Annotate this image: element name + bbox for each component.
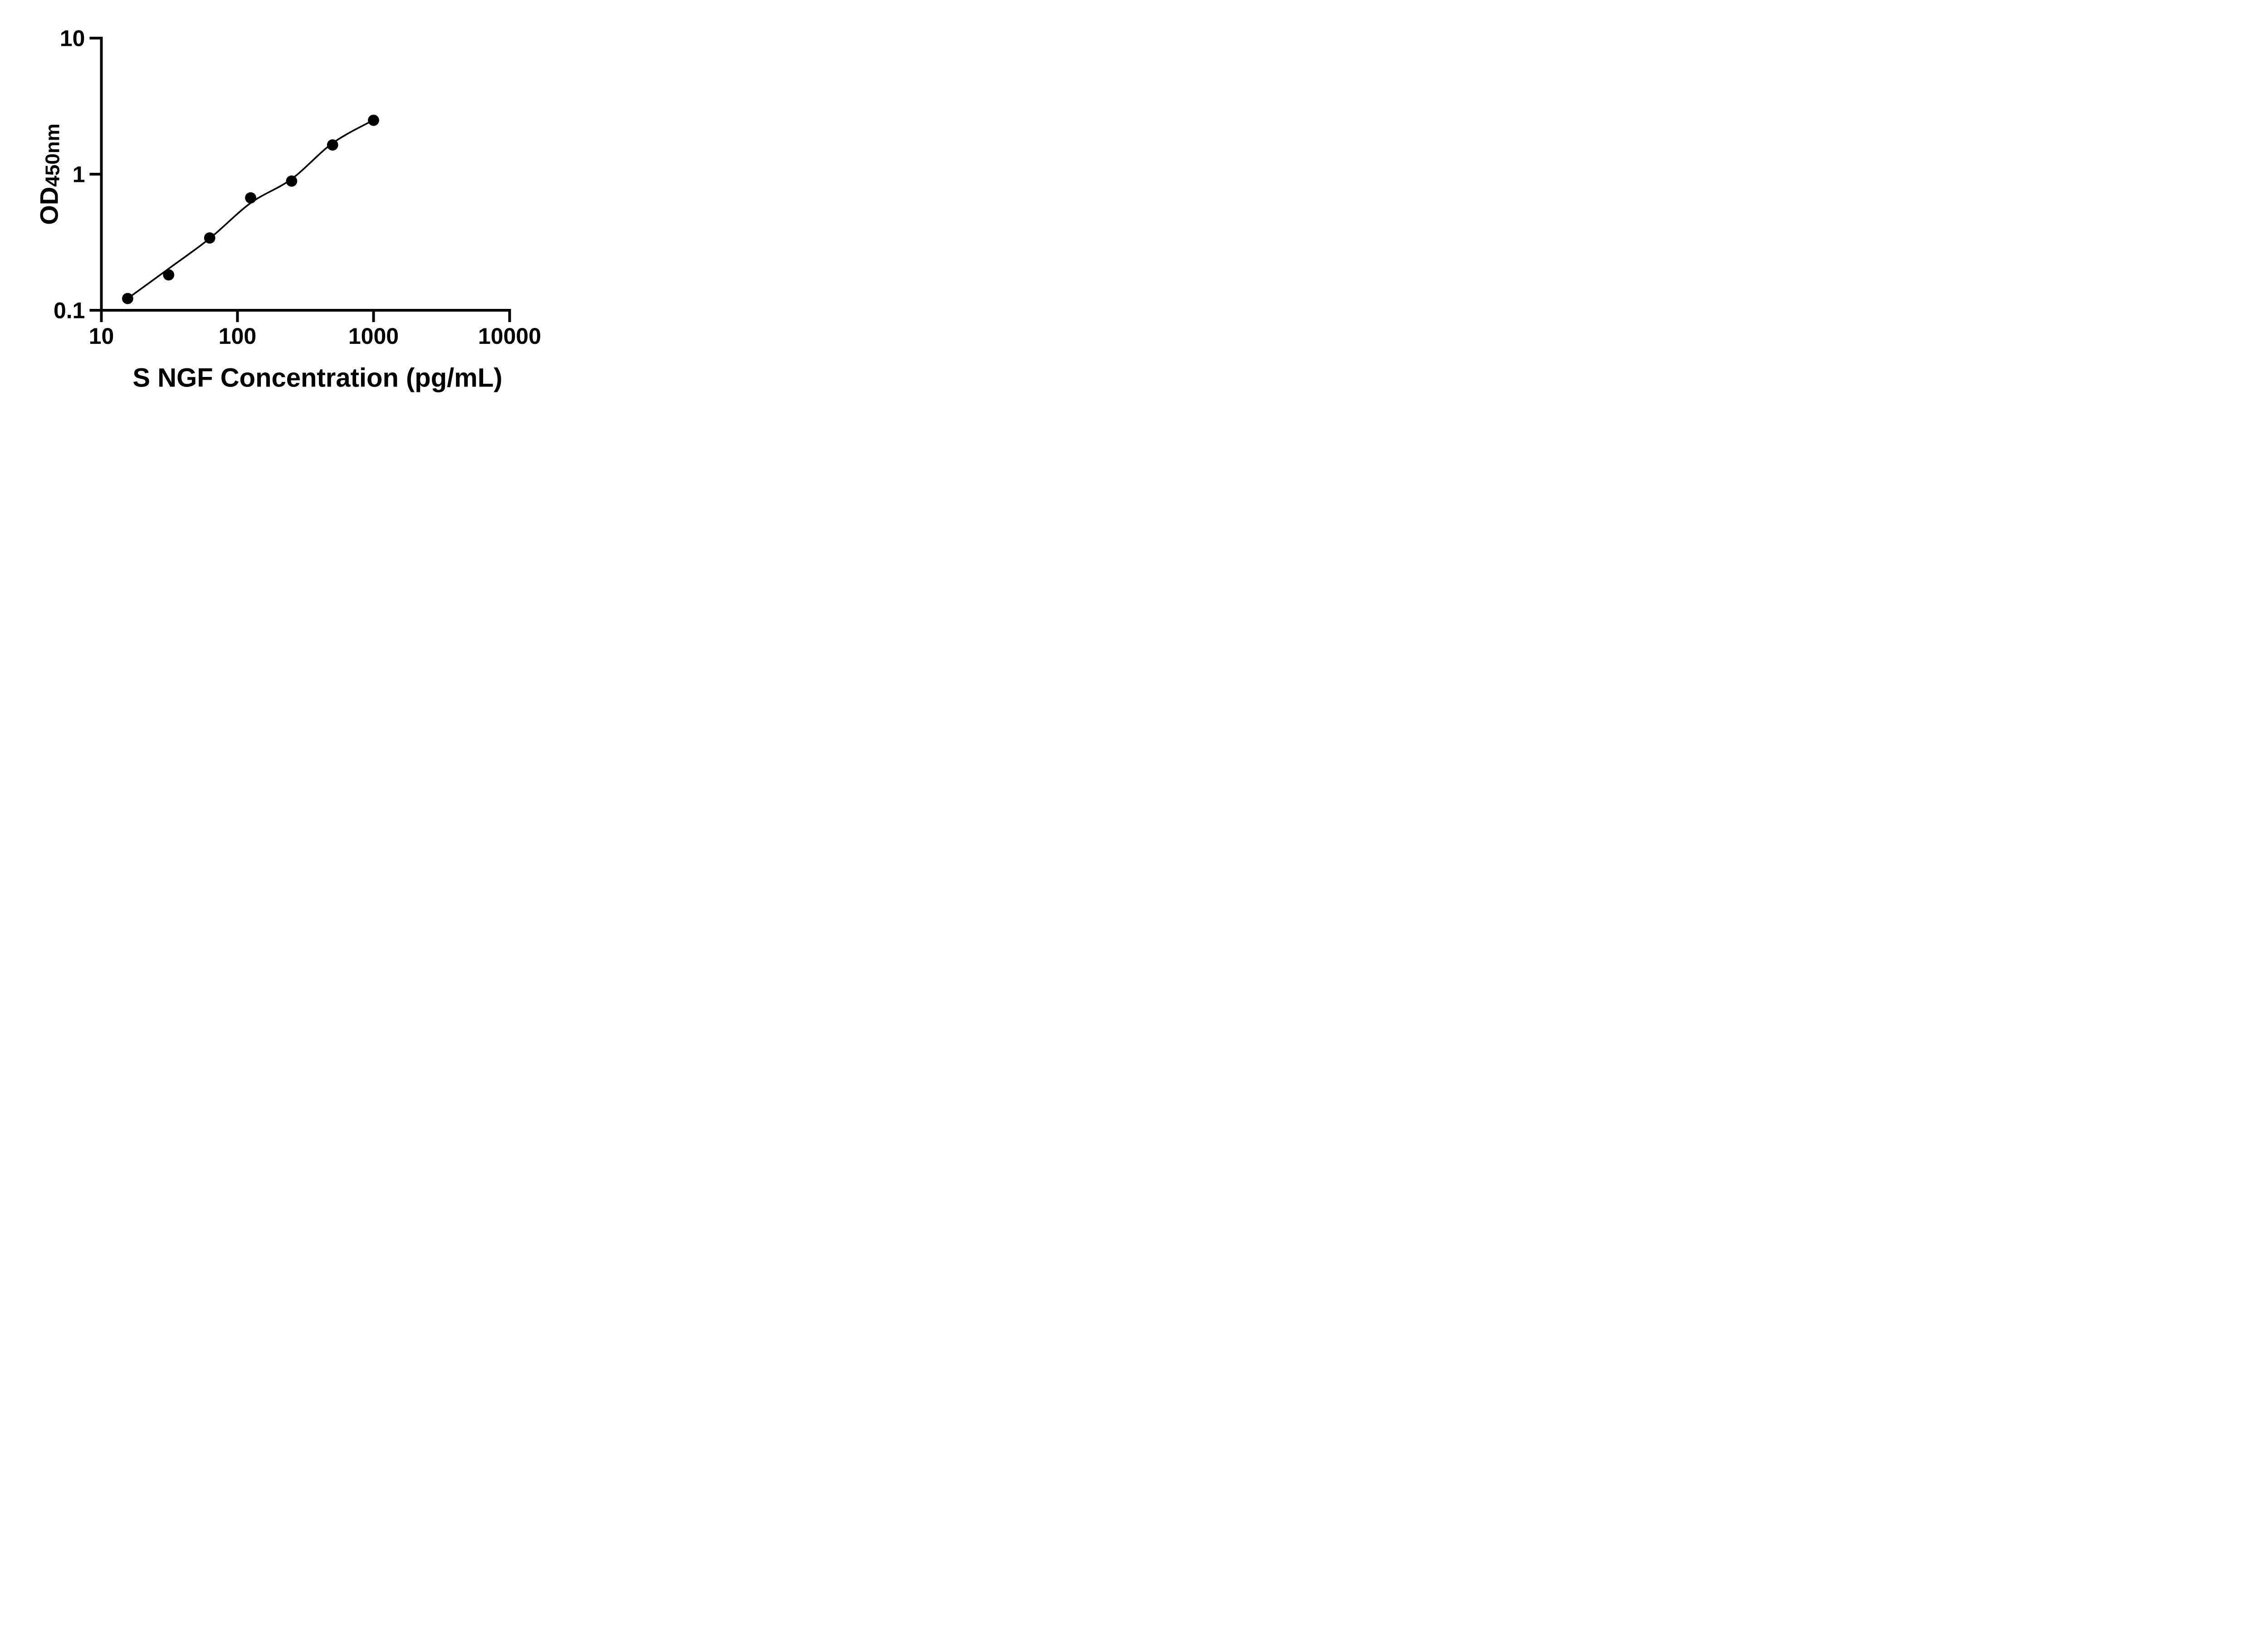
y-tick-label-1: 1 [73, 162, 85, 187]
y-tick-0.1 [89, 309, 100, 312]
x-tick-100 [236, 312, 239, 322]
data-point-6 [327, 139, 338, 151]
x-tick-1000 [372, 312, 375, 322]
y-tick-10 [89, 37, 100, 39]
y-axis-line [100, 37, 103, 312]
y-tick-1 [89, 173, 100, 176]
x-tick-label-100: 100 [219, 323, 256, 349]
x-tick-label-10000: 10000 [478, 323, 541, 349]
x-axis-line [100, 309, 511, 312]
y-axis-title-sub: 450nm [41, 123, 64, 187]
x-tick-label-1000: 1000 [348, 323, 399, 349]
data-point-4 [245, 192, 256, 204]
y-tick-label-10: 10 [60, 26, 85, 51]
x-tick-label-10: 10 [89, 323, 114, 349]
standard-curve-plot: 0.1 1 10 10 100 1000 10000 [54, 26, 541, 349]
elisa-standard-curve-figure: 0.1 1 10 10 100 1000 10000 S NGF Concentration… [0, 0, 572, 408]
y-tick-label-0.1: 0.1 [54, 298, 85, 323]
data-point-2 [163, 269, 175, 281]
data-point-7 [368, 114, 379, 126]
x-axis-title: S NGF Concentration (pg/mL) [132, 363, 503, 393]
data-point-5 [286, 175, 298, 187]
x-tick-10 [100, 312, 103, 322]
x-tick-10000 [508, 312, 511, 322]
data-point-1 [122, 293, 133, 304]
y-axis-title-main: OD [34, 186, 64, 225]
y-axis-title: OD450nm [34, 123, 64, 225]
data-point-3 [204, 232, 215, 244]
